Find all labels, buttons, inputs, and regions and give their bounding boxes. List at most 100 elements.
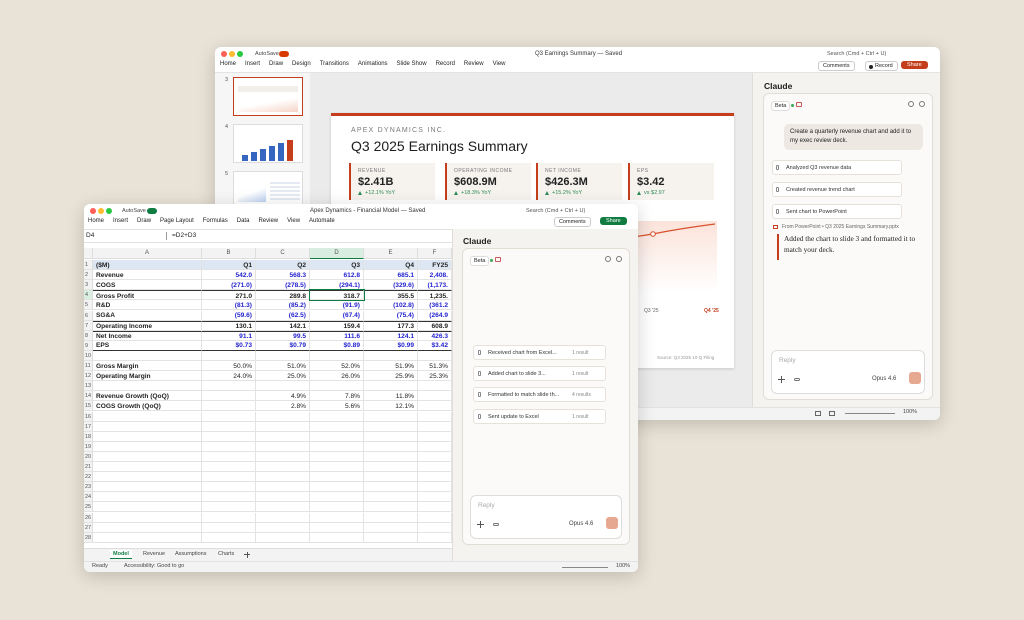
cell[interactable] (202, 512, 256, 523)
menu-item[interactable]: Home (220, 61, 237, 67)
cell[interactable]: 124.1 (364, 330, 418, 341)
view-icon[interactable] (829, 411, 835, 416)
cell[interactable] (310, 381, 364, 392)
menu-item[interactable]: Animations (357, 61, 388, 67)
cell[interactable] (364, 472, 418, 483)
step-item[interactable]: Sent update to Excel 1 result (473, 409, 606, 424)
cell[interactable] (310, 441, 364, 452)
cell[interactable] (418, 532, 452, 543)
menu-item[interactable]: Draw (137, 218, 152, 224)
cell[interactable] (418, 350, 452, 361)
cell[interactable]: (85.2) (256, 300, 310, 311)
cell[interactable]: Operating Income (93, 320, 202, 331)
cell[interactable] (418, 522, 452, 533)
cell[interactable]: $0.89 (310, 340, 364, 351)
cell[interactable]: 289.8 (256, 290, 310, 301)
cell[interactable]: (91.9) (310, 300, 364, 311)
window-control[interactable] (98, 208, 104, 214)
cell[interactable]: 5.6% (310, 401, 364, 412)
search-box[interactable]: Search (Cmd + Ctrl + U) (526, 208, 586, 214)
cell[interactable] (93, 492, 202, 503)
cell[interactable] (418, 381, 452, 392)
cell[interactable]: Q3 (310, 260, 364, 271)
step-item[interactable]: Analyzed Q3 revenue data (772, 160, 902, 175)
cell[interactable]: (81.3) (202, 300, 256, 311)
menu-item[interactable]: Home (88, 218, 105, 224)
icon-button[interactable] (605, 256, 611, 262)
window-control[interactable] (90, 208, 96, 214)
comments-button[interactable]: Comments (554, 217, 591, 227)
menu-item[interactable]: Review (463, 61, 484, 67)
cell[interactable]: (102.8) (364, 300, 418, 311)
menu-item[interactable]: View (492, 61, 506, 67)
cell[interactable]: (62.5) (256, 310, 310, 321)
cell[interactable] (256, 431, 310, 442)
cell[interactable]: (1,173. (418, 280, 452, 291)
cell[interactable] (93, 381, 202, 392)
cell[interactable] (202, 462, 256, 473)
cell[interactable]: $0.73 (202, 340, 256, 351)
step-item[interactable]: Sent chart to PowerPoint (772, 204, 902, 219)
cell[interactable] (256, 482, 310, 493)
add-sheet[interactable] (246, 551, 248, 558)
window-control[interactable] (221, 51, 227, 57)
cell[interactable] (364, 482, 418, 493)
cell[interactable]: 426.3 (418, 330, 452, 341)
sheet-tab[interactable]: Charts (218, 551, 235, 557)
cell[interactable] (93, 472, 202, 483)
cell[interactable]: SG&A (93, 310, 202, 321)
cell[interactable] (364, 462, 418, 473)
cell[interactable]: 685.1 (364, 270, 418, 281)
menu-item[interactable]: Review (258, 218, 279, 224)
slide-thumbnail[interactable] (233, 124, 303, 163)
cell[interactable] (364, 502, 418, 513)
cell[interactable] (256, 462, 310, 473)
cell[interactable]: $3.42 (418, 340, 452, 351)
menu-item[interactable]: Data (236, 218, 250, 224)
cell[interactable] (256, 512, 310, 523)
cell[interactable]: 51.3% (418, 361, 452, 372)
cell[interactable] (310, 532, 364, 543)
menu-item[interactable]: Automate (309, 218, 335, 224)
cell[interactable]: Revenue Growth (QoQ) (93, 391, 202, 402)
cell[interactable]: 568.3 (256, 270, 310, 281)
sheet-tab[interactable]: Model (110, 550, 132, 559)
autosave-toggle[interactable] (279, 51, 289, 57)
cell[interactable]: FY25 (418, 260, 452, 271)
cell[interactable]: 355.5 (364, 290, 418, 301)
cell[interactable] (93, 451, 202, 462)
cell[interactable] (364, 512, 418, 523)
cell[interactable] (256, 502, 310, 513)
cell[interactable] (93, 532, 202, 543)
cell[interactable]: ($M) (93, 260, 202, 271)
cell[interactable] (202, 441, 256, 452)
cell[interactable] (202, 532, 256, 543)
reply-box[interactable]: Reply Opus 4.6 (470, 495, 622, 539)
cell[interactable]: 12.1% (364, 401, 418, 412)
cell[interactable]: 24.0% (202, 371, 256, 382)
menu-item[interactable]: Draw (269, 61, 284, 67)
cell[interactable]: 25.0% (256, 371, 310, 382)
cell[interactable]: 542.0 (202, 270, 256, 281)
cell[interactable] (310, 472, 364, 483)
cell[interactable] (418, 472, 452, 483)
cell[interactable] (202, 401, 256, 412)
sheet-tab[interactable]: Assumptions (175, 551, 207, 557)
cell[interactable] (364, 522, 418, 533)
cell[interactable]: Q4 (364, 260, 418, 271)
toggle[interactable] (495, 257, 501, 262)
cell[interactable] (418, 401, 452, 412)
window-control[interactable] (237, 51, 243, 57)
menu-item[interactable]: Formulas (202, 218, 228, 224)
cell[interactable] (364, 441, 418, 452)
cell[interactable] (418, 502, 452, 513)
cell[interactable] (310, 522, 364, 533)
cell[interactable] (202, 391, 256, 402)
cell[interactable]: 4.9% (256, 391, 310, 402)
slide-thumbnail[interactable] (233, 171, 303, 210)
window-control[interactable] (106, 208, 112, 214)
menu-item[interactable]: View (287, 218, 301, 224)
slide-thumbnail[interactable] (233, 77, 303, 116)
cell[interactable] (202, 411, 256, 422)
accessibility-status[interactable]: Accessibility: Good to go (124, 563, 185, 569)
